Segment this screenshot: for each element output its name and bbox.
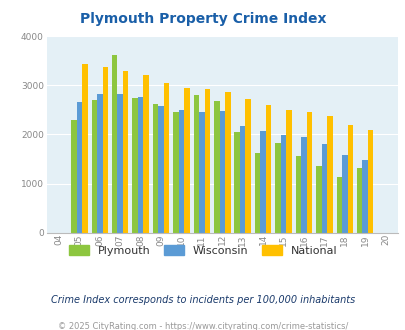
Bar bbox=[356, 168, 362, 233]
Bar bbox=[152, 104, 158, 233]
Bar bbox=[275, 143, 280, 233]
Bar bbox=[286, 110, 291, 233]
Bar bbox=[295, 156, 301, 233]
Bar bbox=[163, 83, 169, 233]
Bar bbox=[102, 67, 108, 233]
Bar bbox=[219, 112, 224, 233]
Bar bbox=[143, 75, 149, 233]
Bar bbox=[239, 126, 245, 233]
Bar bbox=[112, 55, 117, 233]
Bar bbox=[138, 97, 143, 233]
Text: Plymouth Property Crime Index: Plymouth Property Crime Index bbox=[79, 12, 326, 25]
Bar bbox=[224, 92, 230, 233]
Bar bbox=[198, 113, 204, 233]
Bar bbox=[341, 155, 347, 233]
Bar bbox=[178, 111, 184, 233]
Bar bbox=[123, 71, 128, 233]
Bar bbox=[347, 125, 352, 233]
Bar bbox=[117, 94, 123, 233]
Bar bbox=[260, 131, 265, 233]
Bar bbox=[306, 112, 311, 233]
Legend: Plymouth, Wisconsin, National: Plymouth, Wisconsin, National bbox=[64, 241, 341, 260]
Bar bbox=[132, 98, 138, 233]
Bar bbox=[158, 106, 163, 233]
Bar bbox=[82, 64, 87, 233]
Text: © 2025 CityRating.com - https://www.cityrating.com/crime-statistics/: © 2025 CityRating.com - https://www.city… bbox=[58, 322, 347, 330]
Bar bbox=[234, 132, 239, 233]
Bar bbox=[97, 94, 102, 233]
Bar bbox=[184, 88, 189, 233]
Bar bbox=[91, 100, 97, 233]
Bar bbox=[367, 130, 373, 233]
Bar bbox=[254, 153, 260, 233]
Bar bbox=[326, 116, 332, 233]
Bar bbox=[336, 177, 341, 233]
Bar bbox=[204, 89, 210, 233]
Bar bbox=[71, 120, 77, 233]
Bar bbox=[315, 166, 321, 233]
Bar bbox=[193, 95, 198, 233]
Bar bbox=[245, 99, 250, 233]
Bar bbox=[77, 102, 82, 233]
Bar bbox=[213, 101, 219, 233]
Bar bbox=[301, 137, 306, 233]
Bar bbox=[265, 105, 271, 233]
Bar bbox=[173, 113, 178, 233]
Bar bbox=[362, 160, 367, 233]
Bar bbox=[321, 144, 326, 233]
Bar bbox=[280, 135, 286, 233]
Text: Crime Index corresponds to incidents per 100,000 inhabitants: Crime Index corresponds to incidents per… bbox=[51, 295, 354, 305]
